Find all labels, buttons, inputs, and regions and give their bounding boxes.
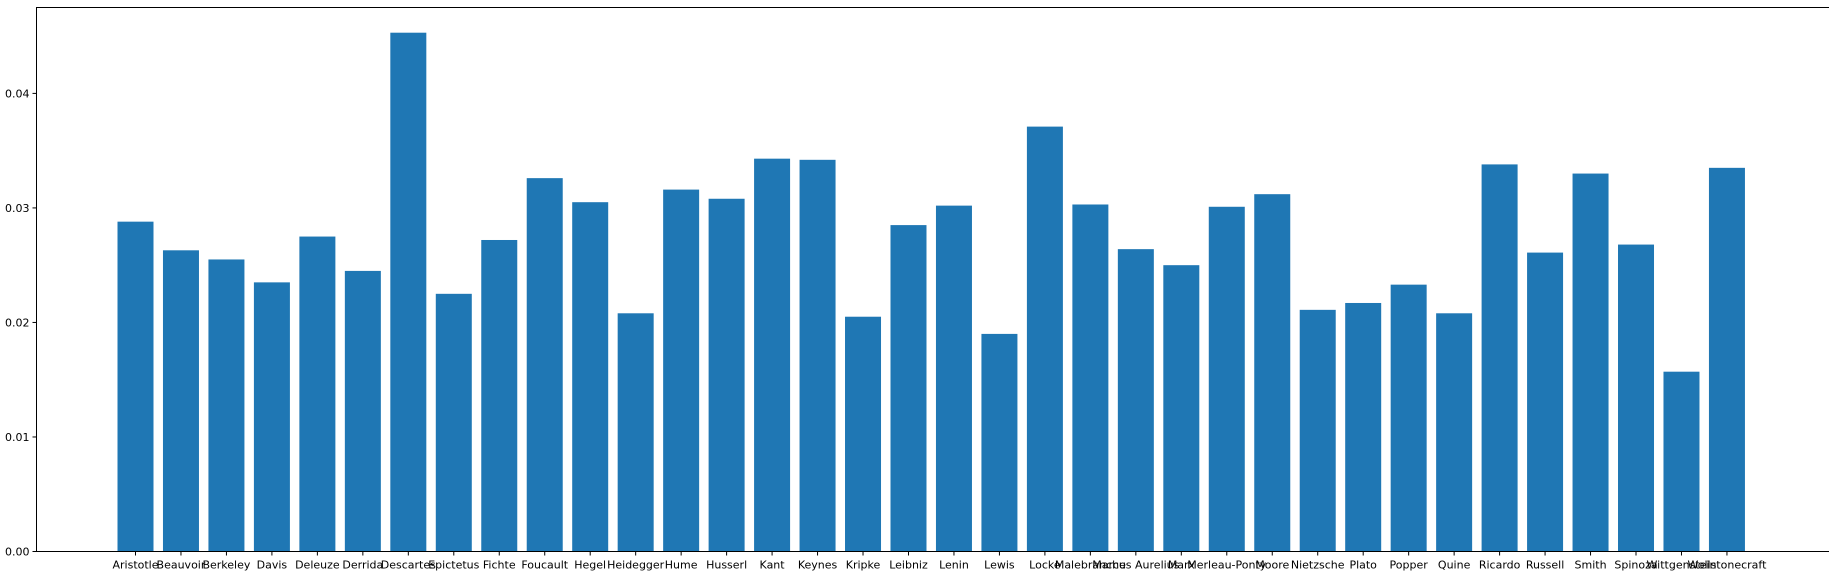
- x-tick-label: Davis: [257, 559, 288, 572]
- bar-locke: [1026, 126, 1063, 552]
- x-tick-label: Hegel: [574, 559, 606, 572]
- x-tick-label: Spinoza: [1614, 559, 1657, 572]
- bar-fichte: [481, 239, 518, 552]
- bars-group: [117, 32, 1745, 552]
- bar-davis: [253, 282, 290, 552]
- y-tick-label: 0.01: [5, 431, 30, 444]
- bar-descartes: [390, 32, 427, 552]
- bar-plato: [1345, 302, 1382, 552]
- x-tick-label: Deleuze: [295, 559, 340, 572]
- plot-frame: [36, 7, 1829, 552]
- bar-popper: [1390, 284, 1427, 552]
- x-tick-label: Lenin: [939, 559, 969, 572]
- y-tick-label: 0.04: [5, 87, 30, 100]
- bar-ricardo: [1481, 164, 1518, 552]
- bar-wollstonecraft: [1708, 167, 1745, 552]
- x-tick-label: Berkeley: [202, 559, 250, 572]
- x-tick-label: Kripke: [846, 559, 881, 572]
- bar-quine: [1436, 313, 1473, 552]
- y-tick-label: 0.00: [5, 546, 30, 559]
- bar-derrida: [344, 270, 381, 552]
- x-tick-label: Marx: [1168, 559, 1195, 572]
- bar-foucault: [526, 178, 563, 552]
- x-tick-label: Heidegger: [607, 559, 665, 572]
- x-tick-label: Malebranche: [1055, 559, 1126, 572]
- x-tick-label: Aristotle: [112, 559, 158, 572]
- bar-leibniz: [890, 225, 927, 552]
- x-tick-label: Keynes: [798, 559, 838, 572]
- y-tick-label: 0.03: [5, 202, 30, 215]
- x-tick-label: Quine: [1438, 559, 1471, 572]
- bar-smith: [1572, 173, 1609, 552]
- bar-spinoza: [1618, 244, 1655, 552]
- x-tick-label: Moore: [1255, 559, 1289, 572]
- bar-lewis: [981, 333, 1018, 552]
- x-tick-label: Plato: [1349, 559, 1377, 572]
- bar-heidegger: [617, 313, 654, 552]
- bar-kant: [754, 158, 791, 552]
- bar-epictetus: [435, 293, 472, 552]
- bar-russell: [1527, 252, 1564, 552]
- x-tick-label: Lewis: [984, 559, 1015, 572]
- x-tick-label: Descartes: [381, 559, 436, 572]
- x-tick-label: Fichte: [483, 559, 516, 572]
- x-tick-label: Wittgenstein: [1647, 559, 1717, 572]
- x-tick-label: Nietzsche: [1291, 559, 1345, 572]
- x-tick-label: Popper: [1390, 559, 1429, 572]
- bar-beauvoir: [162, 250, 199, 552]
- bar-malebranche: [1072, 204, 1109, 552]
- bar-aristotle: [117, 221, 154, 552]
- x-tick-label: Leibniz: [889, 559, 928, 572]
- x-tick-label: Smith: [1575, 559, 1607, 572]
- x-tick-label: Epictetus: [428, 559, 479, 572]
- bar-moore: [1254, 194, 1291, 552]
- x-tick-label: Kant: [760, 559, 786, 572]
- bar-deleuze: [299, 236, 336, 552]
- x-tick-label: Husserl: [706, 559, 747, 572]
- bar-husserl: [708, 198, 745, 552]
- bar-kripke: [845, 316, 882, 552]
- x-tick-label: Derrida: [342, 559, 383, 572]
- bar-berkeley: [208, 259, 245, 552]
- bar-hume: [663, 189, 700, 552]
- bar-marcus-aurelius: [1117, 249, 1154, 552]
- x-tick-label: Ricardo: [1479, 559, 1521, 572]
- bar-hegel: [572, 202, 609, 552]
- x-tick-label: Foucault: [521, 559, 568, 572]
- x-tick-label: Hume: [665, 559, 698, 572]
- bar-keynes: [799, 159, 836, 552]
- x-tick-label: Russell: [1526, 559, 1564, 572]
- y-tick-label: 0.02: [5, 316, 30, 329]
- bar-merleau-ponty: [1208, 206, 1245, 552]
- bar-lenin: [935, 205, 972, 552]
- x-tick-label: Beauvoir: [157, 559, 206, 572]
- bar-marx: [1163, 265, 1200, 552]
- x-tick-label: Locke: [1029, 559, 1061, 572]
- x-tick-label: Merleau-Ponty: [1187, 559, 1267, 572]
- y-axis-ticks: 0.00 0.01 0.02 0.03 0.04: [5, 87, 37, 559]
- bar-nietzsche: [1299, 309, 1336, 552]
- x-tick-label: Wollstonecraft: [1688, 559, 1768, 572]
- bar-wittgenstein: [1663, 371, 1700, 552]
- x-tick-label: Marcus Aurelius: [1092, 559, 1179, 572]
